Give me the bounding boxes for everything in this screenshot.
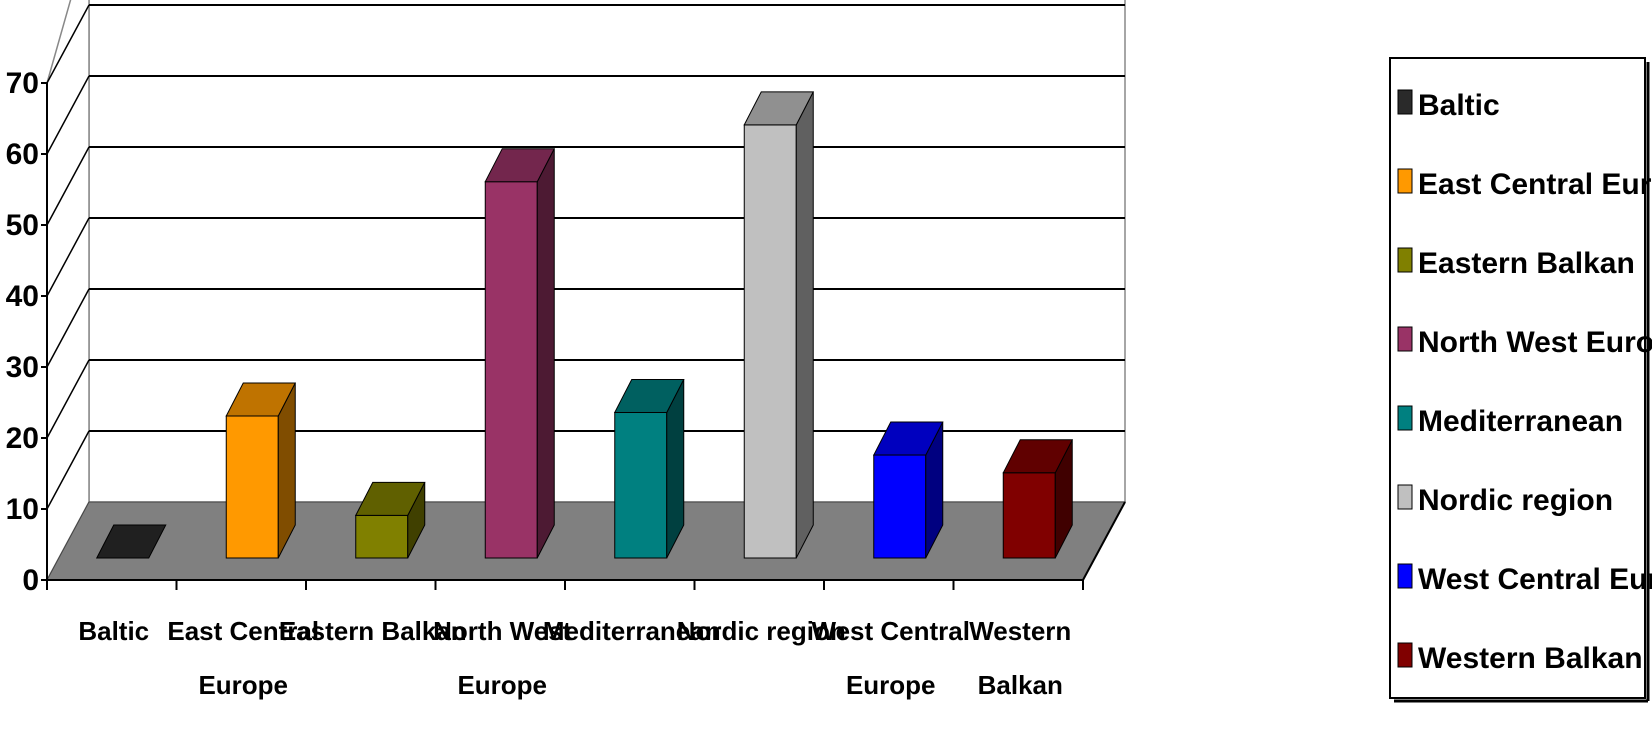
chart-walls — [46, 0, 1126, 581]
legend-label: North West Europe — [1418, 326, 1652, 359]
bar-top — [354, 481, 426, 516]
bars — [95, 91, 1074, 559]
x-tick-label: Balkan — [978, 670, 1063, 700]
gridline-side — [46, 288, 90, 368]
bar-top — [613, 378, 685, 413]
bar-front — [1002, 472, 1056, 559]
bar-nordic-region — [743, 91, 815, 559]
legend-label: Eastern Balkan — [1418, 247, 1635, 280]
x-tick-label: Western — [969, 616, 1071, 646]
bar-west-central-europe — [872, 421, 944, 559]
legend-swatch — [1397, 405, 1413, 431]
chart-floor — [46, 501, 1126, 581]
legend-swatch — [1397, 563, 1413, 589]
bar-top — [743, 91, 815, 126]
gridline-side — [46, 4, 90, 84]
legend-label: East Central Europe — [1418, 168, 1652, 201]
legend-label: Western Balkan — [1418, 642, 1643, 675]
legend-swatch — [1397, 247, 1413, 273]
bar-top — [225, 382, 297, 417]
bar-top — [872, 421, 944, 456]
bar-front — [355, 514, 409, 559]
bar-side — [795, 91, 814, 559]
legend-swatch — [1397, 89, 1413, 115]
legend-label: West Central Europe — [1418, 563, 1652, 596]
bar-front — [225, 415, 279, 559]
bar-front — [484, 181, 538, 559]
legend: Baltic East Central Europe Eastern Balkan N… — [1389, 57, 1652, 703]
legend-swatch — [1397, 642, 1413, 668]
legend-swatch — [1397, 484, 1413, 510]
bar-side — [536, 148, 555, 559]
legend-label: Mediterranean — [1418, 405, 1623, 438]
x-tick-label: East Central — [167, 616, 319, 646]
bar-front — [873, 454, 927, 559]
y-tick-label: 20 — [6, 422, 39, 455]
floor — [46, 501, 1126, 581]
bar-top — [484, 148, 556, 183]
bar-western-balkan — [1002, 439, 1074, 559]
y-tick-label: 60 — [6, 138, 39, 171]
legend-label: Baltic — [1418, 89, 1500, 122]
bar-baltic — [95, 524, 167, 559]
y-tick-label: 70 — [6, 67, 39, 100]
legend-label: Nordic region — [1418, 484, 1613, 517]
y-tick-label: 50 — [6, 209, 39, 242]
bar-north-west-europe — [484, 148, 556, 559]
legend-swatch — [1397, 168, 1413, 194]
legend-box — [1389, 57, 1646, 699]
bar-top — [1002, 439, 1074, 474]
x-tick-label: West Central — [812, 616, 970, 646]
gridline-side — [46, 75, 90, 155]
gridline-side — [46, 217, 90, 297]
x-tick-label: North West — [433, 616, 572, 646]
y-axis-ticks: 0 10 20 30 40 50 60 70 — [6, 67, 47, 597]
bar-mediterranean — [613, 378, 685, 559]
x-tick-label: Mediterranean — [543, 616, 721, 646]
x-tick-label: Europe — [457, 670, 547, 700]
y-tick-label: 0 — [22, 564, 39, 597]
x-tick-label: Nordic region — [677, 616, 846, 646]
x-tick-label: Europe — [846, 670, 936, 700]
floor-edge — [1082, 501, 1126, 581]
bar-front — [743, 124, 797, 559]
bar-eastern-balkan — [354, 481, 426, 559]
x-tick-label: Eastern Balkan — [279, 616, 467, 646]
x-tick-label: Europe — [198, 670, 288, 700]
bar-front — [614, 411, 668, 559]
gridline-side — [46, 146, 90, 226]
y-tick-label: 30 — [6, 351, 39, 384]
gridlines — [46, 4, 1125, 510]
bar-east-central-europe — [225, 382, 297, 559]
x-tick-label: Baltic — [78, 616, 149, 646]
legend-swatch — [1397, 326, 1413, 352]
y-tick-label: 10 — [6, 493, 39, 526]
bar-top — [95, 524, 167, 559]
y-tick-label: 40 — [6, 280, 39, 313]
gridline-side — [46, 359, 90, 439]
gridline-side — [46, 430, 90, 510]
